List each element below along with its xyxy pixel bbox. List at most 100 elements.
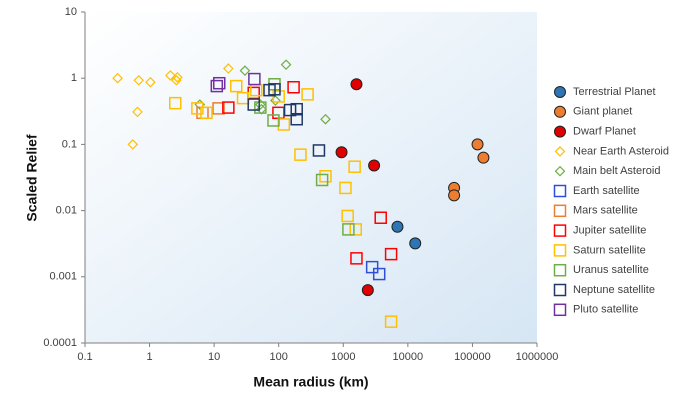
data-point (374, 211, 387, 224)
legend-marker (553, 224, 567, 237)
x-tick-label: 100 (270, 351, 288, 363)
legend-label: Saturn satellite (573, 244, 646, 256)
data-point (477, 151, 490, 164)
legend-label: Giant planet (573, 106, 632, 118)
legend-marker (553, 303, 567, 317)
data-point (132, 106, 143, 118)
data-point (365, 260, 379, 274)
legend-marker (553, 204, 567, 218)
legend-marker (553, 244, 567, 257)
data-point (165, 70, 176, 81)
data-point (283, 103, 297, 117)
y-tick-label: 10 (65, 6, 77, 18)
data-point (212, 102, 225, 115)
y-tick-label: 0.01 (56, 205, 77, 217)
x-tick-label: 10 (208, 351, 220, 363)
y-axis-title: Scaled Relief (24, 134, 40, 221)
x-tick-label: 1000000 (516, 351, 559, 363)
data-point (222, 101, 235, 114)
data-point (200, 106, 213, 120)
data-point (280, 59, 292, 71)
data-point (112, 72, 123, 84)
data-point (255, 99, 266, 110)
data-point (290, 102, 303, 116)
legend-label: Neptune satellite (573, 284, 655, 296)
x-tick-label: 100000 (454, 351, 491, 363)
data-point (127, 139, 139, 150)
data-point (391, 220, 404, 233)
x-axis-title: Mean radius (km) (253, 374, 368, 390)
x-tick-label: 1 (147, 351, 153, 363)
data-point (320, 113, 331, 125)
data-point (294, 148, 307, 161)
data-point (348, 160, 361, 173)
data-point (287, 80, 300, 94)
data-point (349, 223, 363, 236)
legend-label: Near Earth Asteroid (573, 145, 669, 157)
data-point (384, 247, 398, 261)
data-point (272, 90, 285, 103)
legend-marker (553, 184, 567, 198)
x-tick-label: 10000 (393, 351, 424, 363)
data-point (448, 189, 461, 202)
data-point (339, 181, 352, 195)
data-point (268, 83, 281, 96)
data-point (301, 88, 314, 101)
legend-marker (553, 263, 567, 277)
data-point (270, 95, 281, 106)
data-point (169, 96, 182, 110)
data-point (335, 146, 348, 159)
y-tick-label: 0.001 (49, 271, 77, 283)
legend-label: Uranus satellite (573, 264, 649, 276)
data-point (312, 144, 326, 157)
data-point (239, 65, 251, 77)
legend-marker (553, 283, 567, 297)
data-point (341, 209, 354, 223)
data-point (342, 223, 355, 236)
data-point (210, 79, 224, 93)
y-tick-label: 0.0001 (43, 337, 77, 349)
data-point (361, 284, 374, 297)
legend-label: Pluto satellite (573, 304, 638, 316)
x-tick-label: 0.1 (77, 351, 92, 363)
data-point (230, 79, 243, 93)
data-point (191, 102, 204, 115)
data-point (471, 138, 484, 151)
data-point (384, 315, 398, 328)
data-point (319, 170, 332, 183)
data-point (236, 91, 250, 105)
legend-label: Terrestrial Planet (573, 86, 656, 98)
data-point (223, 63, 234, 74)
data-point (350, 252, 363, 265)
data-point (145, 76, 156, 88)
legend-marker (554, 165, 566, 177)
data-point (372, 267, 386, 281)
legend-marker (554, 125, 566, 138)
data-point (315, 173, 329, 187)
legend-label: Mars satellite (573, 205, 638, 217)
data-point (409, 237, 422, 250)
data-point (247, 98, 260, 111)
data-point (213, 76, 226, 90)
legend-marker (554, 86, 566, 98)
y-tick-label: 0.1 (62, 138, 77, 150)
legend-label: Main belt Asteroid (573, 165, 660, 177)
legend-label: Earth satellite (573, 185, 640, 197)
data-point (171, 74, 182, 86)
legend-label: Jupiter satellite (573, 225, 646, 237)
plot-area (85, 12, 537, 343)
data-point (254, 101, 267, 114)
x-tick-label: 1000 (331, 351, 355, 363)
data-point (267, 114, 280, 127)
data-point (350, 78, 363, 91)
data-point (133, 74, 145, 86)
data-point (290, 112, 303, 126)
legend-marker (554, 146, 566, 157)
data-point (368, 159, 381, 172)
data-point (248, 72, 261, 86)
y-tick-label: 1 (71, 72, 77, 84)
data-point (172, 72, 183, 83)
legend-label: Dwarf Planet (573, 126, 636, 138)
legend-marker (554, 105, 566, 118)
